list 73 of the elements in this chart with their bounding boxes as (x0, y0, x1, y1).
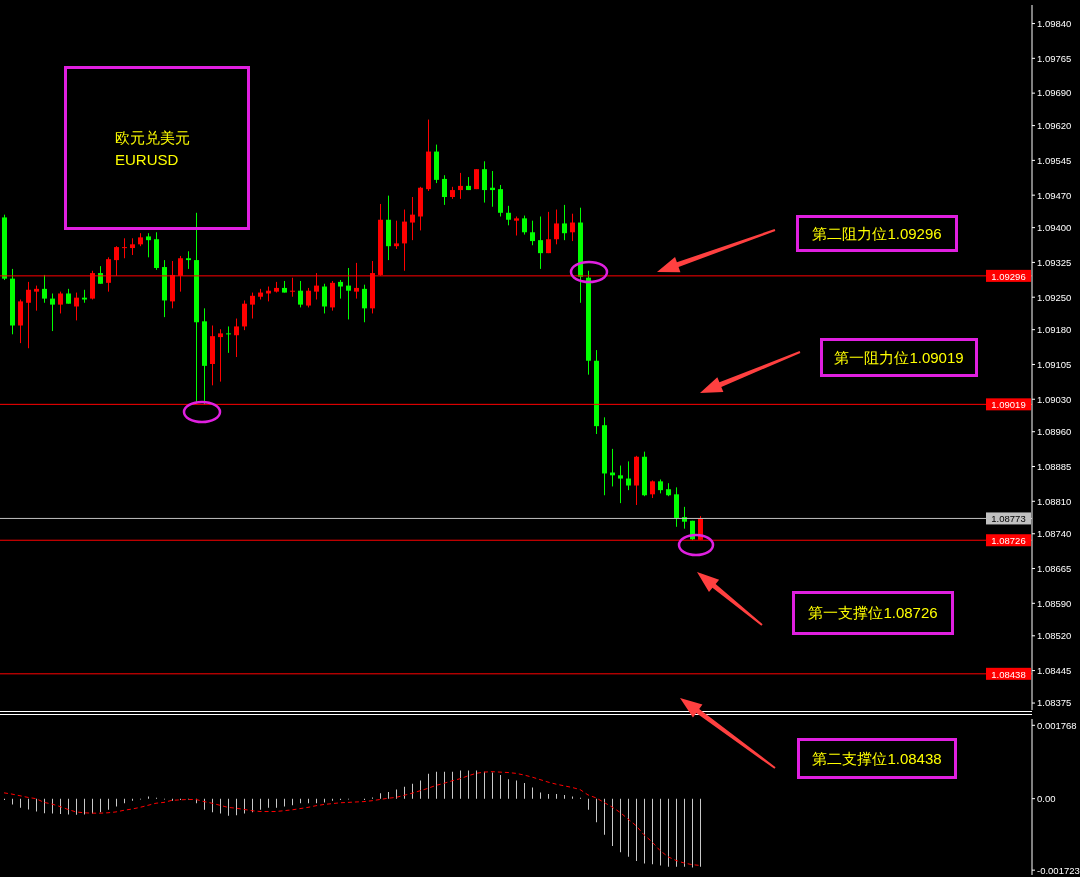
candlestick (522, 215, 527, 236)
annotation: 欧元兑美元 EURUSD (115, 128, 190, 170)
y-tick-label: 1.09690 (1037, 87, 1072, 99)
candlestick (538, 216, 543, 270)
y-tick-label: 1.08375 (1037, 697, 1072, 709)
ref-line-label: 1.08773 (991, 513, 1026, 525)
y-tick-label: 1.09400 (1037, 222, 1072, 233)
candlestick (74, 292, 79, 321)
candlestick (626, 460, 631, 491)
candlestick (618, 465, 623, 504)
annotation: 第一支撑位1.08726 (808, 603, 938, 623)
candlestick (362, 284, 367, 323)
candlestick (298, 280, 303, 308)
ref-line-label: 1.08438 (991, 668, 1026, 680)
candlestick (218, 328, 223, 383)
y-tick-label: 1.09180 (1037, 324, 1072, 336)
candlestick (482, 160, 487, 204)
y-tick-label: 1.09105 (1037, 358, 1072, 370)
y-tick-label: 1.08665 (1037, 562, 1072, 574)
y-tick-label: 1.08520 (1037, 630, 1072, 642)
candlestick (498, 184, 503, 217)
y-tick-label: 1.09250 (1037, 291, 1072, 303)
candlestick (226, 325, 231, 354)
candlestick (546, 211, 551, 254)
candlestick (570, 213, 575, 242)
candlestick (554, 209, 559, 245)
candlestick (410, 196, 415, 241)
y-tick-label: 1.08885 (1037, 460, 1072, 472)
y-tick-label: 1.09325 (1037, 256, 1072, 268)
ref-line-label: 1.09019 (991, 399, 1026, 411)
candlestick (42, 274, 47, 304)
candlestick (146, 232, 151, 258)
y-tick-label: 0.00 (1037, 793, 1056, 805)
candlestick (250, 292, 255, 320)
candlestick (122, 237, 127, 259)
y-tick-label: 1.08740 (1037, 528, 1072, 540)
candlestick (322, 283, 327, 314)
y-tick-label: 1.09030 (1037, 393, 1072, 405)
candlestick (562, 204, 567, 241)
y-tick-label: 1.08445 (1037, 664, 1072, 676)
candlestick (306, 287, 311, 308)
candlestick (346, 267, 351, 320)
y-tick-label: 1.09840 (1037, 17, 1072, 29)
y-tick-label: -0.001723 (1037, 864, 1080, 876)
y-tick-label: 1.08590 (1037, 597, 1072, 609)
ref-line-label: 1.08726 (991, 535, 1026, 547)
line-series (3, 771, 701, 866)
y-tick-label: 1.09765 (1037, 52, 1072, 64)
candlestick (34, 285, 39, 312)
y-tick-label: 1.09545 (1037, 154, 1072, 166)
annotation: 第一阻力位1.09019 (834, 347, 964, 368)
y-tick-label: 1.08960 (1037, 426, 1072, 438)
candlestick (234, 318, 239, 358)
candlestick (26, 281, 31, 349)
candlestick (394, 220, 399, 250)
y-tick-label: 1.09620 (1037, 119, 1072, 131)
candlestick (50, 292, 55, 332)
candlestick (514, 216, 519, 237)
candlestick (338, 279, 343, 300)
candlestick (442, 174, 447, 206)
candlestick (458, 172, 463, 200)
candlestick (402, 209, 407, 272)
annotation: 第二支撑位1.08438 (812, 748, 942, 769)
candlestick (506, 205, 511, 226)
y-tick-label: 1.08810 (1037, 495, 1072, 507)
candlestick (242, 299, 247, 331)
y-tick-label: 0.001768 (1037, 719, 1077, 731)
candlestick (58, 291, 63, 314)
ref-line-label: 1.09296 (991, 270, 1026, 282)
y-tick-label: 1.09470 (1037, 189, 1072, 201)
candlestick (530, 220, 535, 246)
annotation: 第二阻力位1.09296 (812, 223, 942, 244)
candlestick (674, 486, 679, 528)
